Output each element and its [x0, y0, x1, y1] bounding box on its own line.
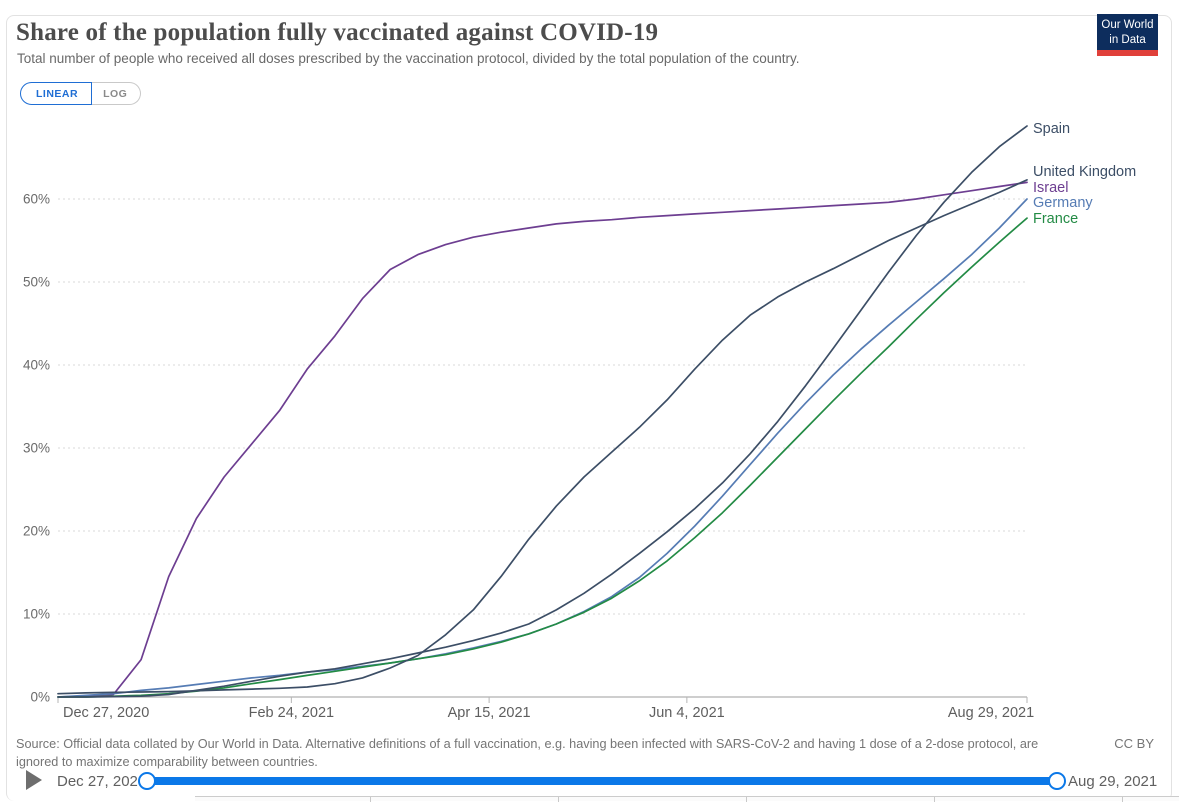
series-label-france[interactable]: France: [1033, 211, 1078, 227]
owid-logo[interactable]: Our World in Data: [1097, 14, 1158, 57]
y-axis-tick-label: 40%: [23, 358, 50, 373]
log-scale-button[interactable]: LOG: [92, 82, 142, 105]
series-line-united-kingdom: [57, 179, 1028, 695]
chart-subtitle: Total number of people who received all …: [17, 51, 800, 66]
play-triangle-icon: [26, 770, 42, 790]
timeline-start-label: Dec 27, 2020: [57, 773, 147, 790]
line-chart-plot: 0% 10% 20% 30% 40% 50% 60% Dec 27, 2020 Feb 24, …: [23, 121, 1136, 721]
timeline-end-label: Aug 29, 2021: [1068, 773, 1158, 790]
series-label-israel[interactable]: Israel: [1033, 180, 1068, 196]
license-link[interactable]: CC BY: [1114, 736, 1154, 751]
y-axis-tick-label: 30%: [23, 441, 50, 456]
timeline-start-handle[interactable]: [138, 772, 156, 790]
y-axis-tick-label: 60%: [23, 192, 50, 207]
chart-card: [6, 15, 1172, 801]
table-column-separator: [934, 797, 935, 802]
table-column-separator: [1122, 797, 1123, 802]
timeline-end-handle[interactable]: [1048, 772, 1066, 790]
linear-scale-button[interactable]: LINEAR: [20, 82, 93, 105]
y-axis-tick-label: 50%: [23, 275, 50, 290]
timeline-slider-track[interactable]: [147, 777, 1057, 785]
y-axis-tick-label: 0%: [30, 690, 50, 705]
x-axis-tick-label: Feb 24, 2021: [249, 705, 334, 721]
series-line-france: [57, 217, 1028, 698]
series-label-spain[interactable]: Spain: [1033, 121, 1070, 137]
table-column-separator: [558, 797, 559, 802]
y-axis-tick-label: 10%: [23, 607, 50, 622]
data-table-preview-edge: [195, 796, 1179, 802]
table-column-separator: [370, 797, 371, 802]
source-note: Source: Official data collated by Our Wo…: [16, 737, 1039, 770]
series-label-germany[interactable]: Germany: [1033, 195, 1093, 211]
y-axis-tick-label: 20%: [23, 524, 50, 539]
owid-logo-line1: Our World: [1101, 19, 1154, 31]
table-column-separator: [746, 797, 747, 802]
series-label-united-kingdom[interactable]: United Kingdom: [1033, 164, 1136, 180]
timeline-play-button[interactable]: [26, 770, 48, 791]
x-axis-tick-label: Aug 29, 2021: [948, 705, 1034, 721]
series-line-spain: [57, 125, 1028, 698]
x-axis-tick-label: Jun 4, 2021: [649, 705, 725, 721]
page-title: Share of the population fully vaccinated…: [16, 19, 659, 46]
series-line-israel: [57, 181, 1028, 698]
x-axis-tick-label: Dec 27, 2020: [63, 705, 149, 721]
scale-toggle: LINEAR LOG: [20, 82, 142, 105]
owid-logo-line2: in Data: [1109, 33, 1146, 46]
x-axis-tick-label: Apr 15, 2021: [448, 705, 531, 721]
